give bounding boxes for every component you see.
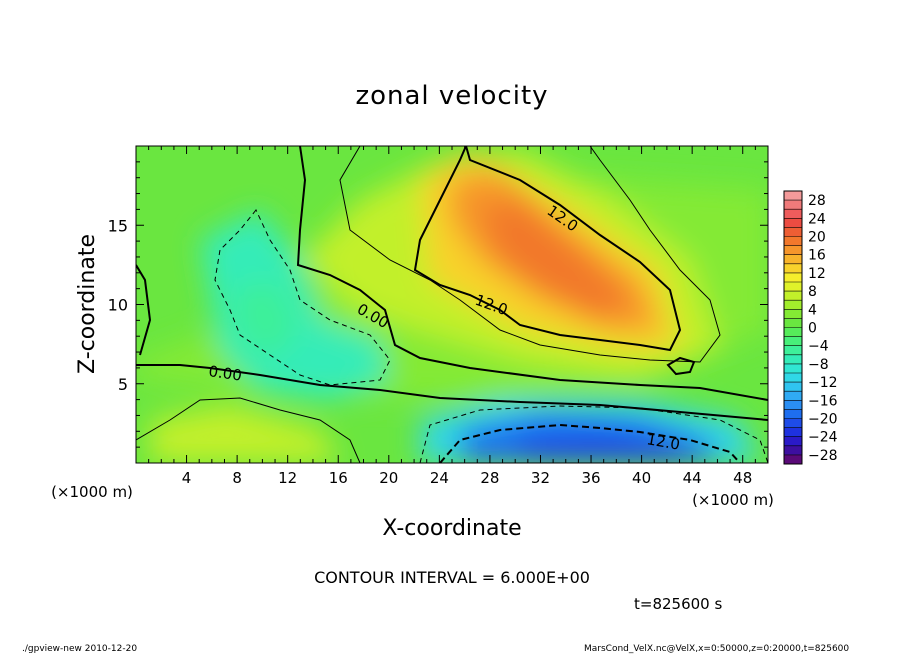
colorbar-tick-label: −8 (808, 357, 829, 373)
x-axis-label: X-coordinate (382, 516, 521, 541)
y-tick-label: 5 (118, 375, 128, 394)
contour-small-loop (666, 356, 696, 376)
x-tick-label: 4 (182, 469, 192, 487)
colorbar-swatch (784, 409, 802, 419)
colorbar-swatch (784, 254, 802, 264)
colorbar-swatch (784, 445, 802, 455)
colorbar-tick-label: 24 (808, 211, 826, 227)
colorbar-swatch (784, 318, 802, 328)
colorbar-swatch (784, 382, 802, 392)
x-tick-label: 40 (632, 469, 651, 487)
colorbar-swatch (784, 363, 802, 373)
x-tick-label: 12 (278, 469, 297, 487)
x-tick-label: 28 (480, 469, 499, 487)
colorbar-tick-label: −28 (808, 448, 838, 464)
colorbar-swatch (784, 291, 802, 301)
colorbar-swatch (784, 191, 802, 201)
time-text: t=825600 s (634, 595, 722, 613)
field-deep-blue-core (520, 428, 690, 463)
colorbar-swatch (784, 263, 802, 273)
contour-twelve-lower (439, 423, 741, 463)
colorbar-swatch (784, 272, 802, 282)
colorbar-swatch (784, 436, 802, 446)
colorbar-swatch (784, 282, 802, 292)
colorbar-tick-label: 16 (808, 248, 826, 264)
x-tick-label: 16 (329, 469, 348, 487)
colorbar-tick-label: 8 (808, 284, 817, 300)
y-tick-label: 15 (108, 216, 128, 235)
colorbar-swatch (784, 218, 802, 228)
contour-label: 12.0 (645, 430, 681, 454)
colorbar-tick-label: 28 (808, 193, 826, 209)
field-yellow-lower-left (150, 405, 340, 463)
contour-left-edge (136, 264, 152, 356)
y-tick-label: 10 (108, 296, 128, 315)
contour-negative-six-bottom-dashed (419, 405, 768, 463)
contour-label: 0.00 (207, 362, 243, 384)
contour-lines (136, 146, 768, 463)
colorbar-swatch (784, 391, 802, 401)
colorbar-swatch (784, 236, 802, 246)
colorbar-swatch (784, 400, 802, 410)
colorbar-swatch (784, 373, 802, 383)
footer-right: MarsCond_VelX.nc@VelX,x=0:50000,z=0:2000… (584, 644, 849, 654)
colorbar-tick-label: 12 (808, 266, 826, 282)
contour-twelve-upper (413, 146, 682, 352)
colorbar-swatch (784, 200, 802, 210)
field-deep-orange-core (480, 200, 630, 320)
x-tick-label: 8 (232, 469, 242, 487)
x-tick-label: 24 (430, 469, 449, 487)
colorbar-tick-label: 4 (808, 302, 817, 318)
contour-interval-text: CONTOUR INTERVAL = 6.000E+00 (314, 568, 590, 587)
y-axis-label: Z-coordinate (75, 234, 100, 374)
colorbar-swatch (784, 336, 802, 346)
colorbar-swatch (784, 309, 802, 319)
y-axis-unit: (×1000 m) (51, 483, 133, 501)
x-tick-label: 36 (581, 469, 600, 487)
colorbar-swatch (784, 427, 802, 437)
chart-title: zonal velocity (355, 81, 548, 111)
colorbar-swatch (784, 227, 802, 237)
colorbar-swatch (784, 300, 802, 310)
x-axis-ticks: 4 8 12 16 20 24 28 32 36 40 44 48 (135, 146, 769, 487)
colorbar-tick-label: −12 (808, 375, 838, 391)
colorbar-tick-label: −4 (808, 339, 829, 355)
colorbar-swatch (784, 209, 802, 219)
colorbar-swatch (784, 454, 802, 464)
colorbar: 28 24 20 16 12 8 4 0 −4 −8 −12 −16 −20 −24 −28 (783, 190, 838, 465)
colorbar-tick-label: 0 (808, 321, 817, 337)
plot-area: 12.0 12.0 12.0 0.00 0.00 (136, 146, 768, 463)
contour-six-thin-upper (339, 146, 721, 363)
x-tick-label: 48 (733, 469, 752, 487)
colorbar-tick-label: −16 (808, 393, 838, 409)
x-tick-label: 44 (683, 469, 702, 487)
colorbar-swatch (784, 418, 802, 428)
contour-negative-six-dashed (214, 209, 391, 386)
field-cyan-region (200, 210, 390, 400)
contour-zero-upper (296, 146, 768, 401)
x-tick-label: 32 (531, 469, 550, 487)
contour-six-lower-thin (136, 397, 361, 463)
footer-left: ./gpview-new 2010-12-20 (22, 644, 137, 654)
colorbar-tick-label: −20 (808, 412, 838, 428)
x-axis-unit: (×1000 m) (692, 491, 774, 509)
colorbar-swatch (784, 345, 802, 355)
colorbar-tick-label: −24 (808, 430, 838, 446)
colorbar-swatch (784, 245, 802, 255)
colorbar-swatch (784, 354, 802, 364)
colorbar-tick-label: 20 (808, 230, 826, 246)
x-tick-label: 20 (379, 469, 398, 487)
colorbar-swatch (784, 327, 802, 337)
y-axis-ticks: 5 10 15 (108, 145, 768, 464)
